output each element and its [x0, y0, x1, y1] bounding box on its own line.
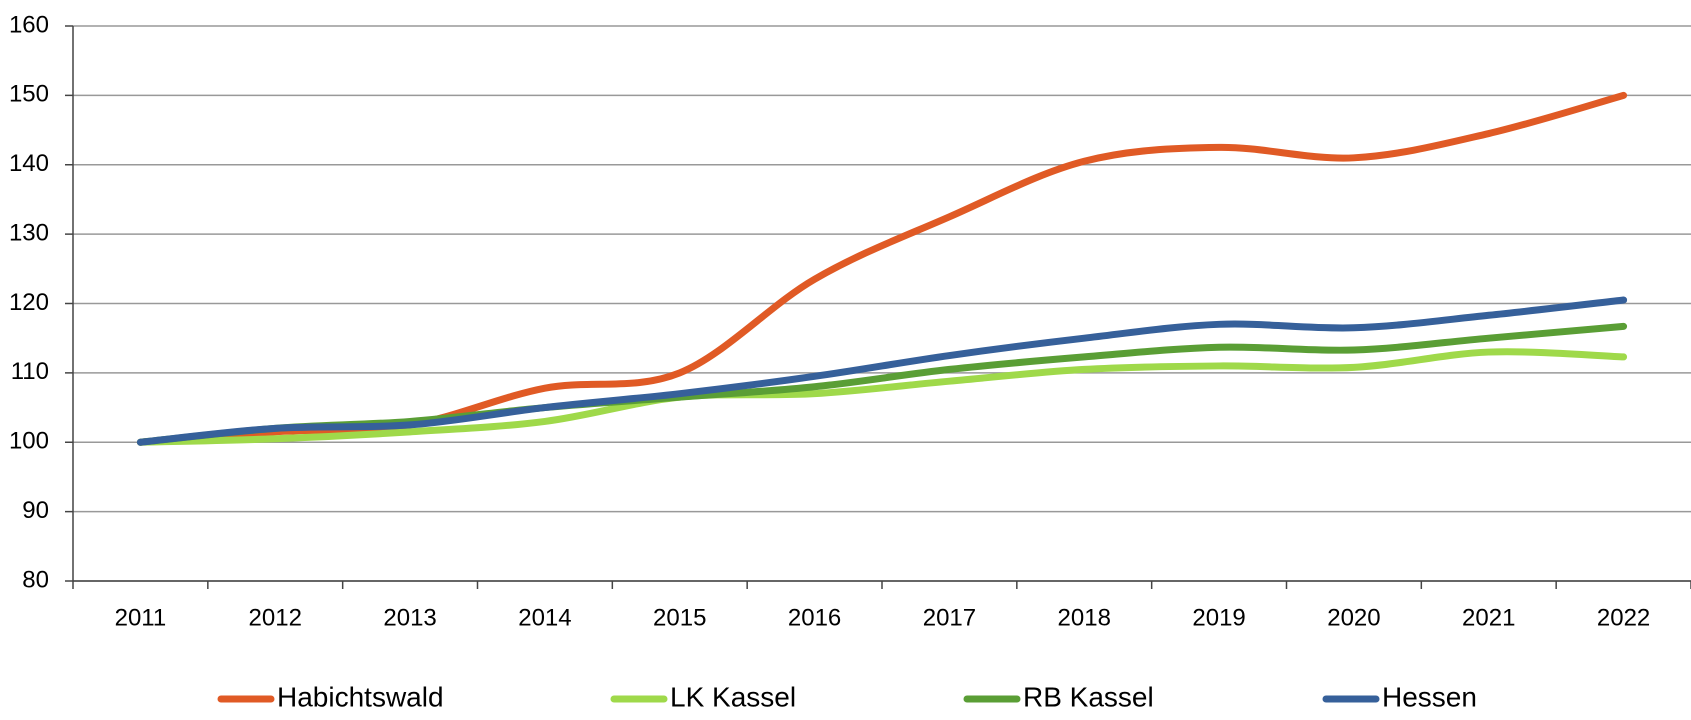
- x-tick-label: 2018: [1058, 604, 1111, 631]
- legend-label: Habichtswald: [277, 681, 444, 712]
- y-tick-label: 130: [9, 219, 49, 246]
- y-tick-label: 100: [9, 428, 49, 455]
- y-tick-label: 80: [22, 566, 49, 593]
- line-series: [136, 296, 1628, 446]
- legend-label: LK Kassel: [670, 681, 796, 712]
- x-tick-label: 2015: [653, 604, 706, 631]
- x-tick-label: 2021: [1462, 604, 1515, 631]
- legend-label: RB Kassel: [1023, 681, 1154, 712]
- x-tick-label: 2020: [1327, 604, 1380, 631]
- y-tick-label: 150: [9, 81, 49, 108]
- x-tick-label: 2016: [788, 604, 841, 631]
- y-tick-label: 90: [22, 497, 49, 524]
- y-tick-label: 110: [11, 358, 49, 385]
- y-tick-label: 120: [9, 289, 49, 316]
- x-tick-label: 2011: [115, 604, 167, 631]
- legend-label: Hessen: [1382, 681, 1477, 712]
- x-tick-label: 2013: [383, 604, 436, 631]
- y-tick-label: 140: [9, 150, 49, 177]
- line-series: [136, 348, 1628, 446]
- x-tick-label: 2022: [1597, 604, 1650, 631]
- x-tick-label: 2012: [249, 604, 302, 631]
- x-tick-label: 2019: [1192, 604, 1245, 631]
- x-tick-label: 2014: [518, 604, 571, 631]
- y-tick-label: 160: [9, 11, 49, 38]
- x-tick-label: 2017: [923, 604, 976, 631]
